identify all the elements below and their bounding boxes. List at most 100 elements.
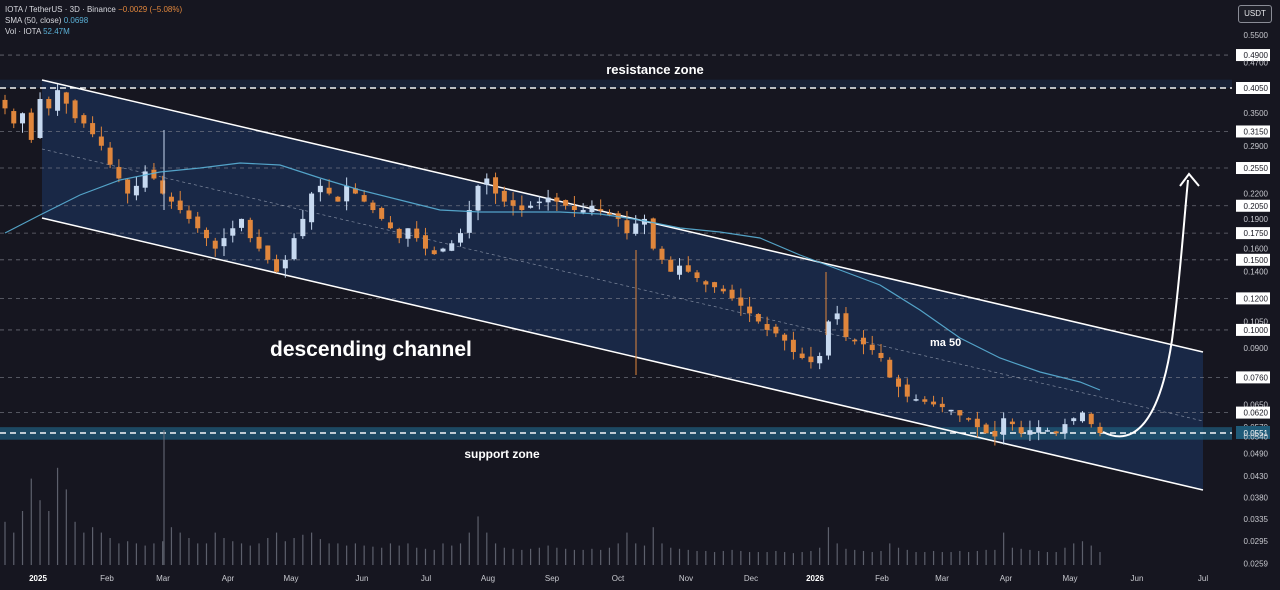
time-axis-label: Jul <box>421 574 431 583</box>
candle-body <box>650 218 656 249</box>
level-price-tag <box>1236 371 1270 384</box>
candle-body <box>668 259 674 272</box>
currency-button[interactable]: USDT <box>1238 5 1272 23</box>
price-axis-label: 0.4050 <box>1244 84 1269 93</box>
support-zone-label: support zone <box>464 447 540 461</box>
price-axis-label: 0.1400 <box>1244 268 1269 277</box>
candle-body <box>177 200 183 211</box>
time-axis-label: Feb <box>875 574 889 583</box>
candle-body <box>790 339 796 353</box>
candle-body <box>510 200 516 206</box>
candle-body <box>536 201 542 204</box>
price-axis-label: 0.0650 <box>1244 400 1269 409</box>
candle-body <box>151 169 157 179</box>
candle-body <box>948 409 954 412</box>
candle-body <box>300 218 306 237</box>
current-price-tag <box>1236 426 1270 439</box>
candle-body <box>720 288 726 292</box>
time-axis-label: Oct <box>612 574 625 583</box>
candle-body <box>212 240 218 249</box>
price-axis-label: 0.1600 <box>1244 245 1269 254</box>
price-axis-label: 0.2050 <box>1244 202 1269 211</box>
candle-body <box>440 248 446 252</box>
time-axis-label: Feb <box>100 574 114 583</box>
candle-body <box>11 111 17 124</box>
ma-label: ma 50 <box>930 337 961 349</box>
candle-body <box>387 222 393 229</box>
candle-body <box>230 228 236 236</box>
candle-body <box>309 193 315 223</box>
candle-body <box>869 344 875 351</box>
candle-body <box>817 356 823 364</box>
time-axis-label: Sep <box>545 574 560 583</box>
candle-body <box>685 265 691 272</box>
candle-body <box>396 228 402 239</box>
candle-body <box>641 218 647 225</box>
candle-body <box>291 238 297 260</box>
candle-body <box>431 250 437 255</box>
candle-body <box>633 223 639 234</box>
candle-body <box>528 205 534 208</box>
candle-body <box>2 99 8 109</box>
price-axis-label: 0.1200 <box>1244 294 1269 303</box>
candle-body <box>370 202 376 211</box>
candle-body <box>90 123 96 135</box>
level-price-tag <box>1236 199 1270 212</box>
candle-body <box>98 136 104 146</box>
time-axis-label: Apr <box>222 574 235 583</box>
candle-body <box>606 213 612 215</box>
time-axis-label: 2025 <box>29 574 47 583</box>
candle-body <box>554 197 560 202</box>
candle-body <box>624 220 630 234</box>
level-price-tag <box>1236 227 1270 240</box>
candle-body <box>1053 431 1059 434</box>
price-axis-label: 0.0295 <box>1244 537 1269 546</box>
candle-body <box>458 233 464 243</box>
candle-body <box>957 410 963 416</box>
candle-body <box>28 112 34 140</box>
candle-body <box>344 185 350 202</box>
candle-body <box>81 115 87 124</box>
time-axis-label: Jun <box>1131 574 1144 583</box>
price-axis-label: 0.2200 <box>1244 190 1269 199</box>
candle-body <box>160 180 166 194</box>
channel-lower-line <box>41 217 1204 491</box>
price-axis-label: 0.0620 <box>1244 409 1269 418</box>
candle-body <box>1036 427 1042 433</box>
candle-body <box>1044 430 1050 432</box>
candle-body <box>107 147 113 165</box>
time-axis-label: May <box>1062 574 1077 583</box>
candle-body <box>966 418 972 420</box>
candle-body <box>1079 412 1085 422</box>
candle-body <box>939 403 945 408</box>
candle-body <box>545 197 551 203</box>
level-price-tag <box>1236 406 1270 419</box>
legend-sma-label: SMA (50, close) <box>5 16 62 25</box>
candle-body <box>335 196 341 202</box>
price-axis-label: 0.1750 <box>1244 229 1269 238</box>
candle-body <box>834 313 840 320</box>
price-axis-label: 0.0380 <box>1244 493 1269 502</box>
price-axis-label: 0.0900 <box>1244 344 1269 353</box>
price-axis-label: 0.3150 <box>1244 127 1269 136</box>
price-axis-label: 0.0760 <box>1244 373 1269 382</box>
time-axis-label: Mar <box>935 574 949 583</box>
candle-body <box>571 205 577 211</box>
price-axis-label: 0.1500 <box>1244 256 1269 265</box>
candle-body <box>142 171 148 188</box>
level-price-tag <box>1236 49 1270 62</box>
candle-body <box>484 178 490 185</box>
level-price-tag <box>1236 292 1270 305</box>
candle-body <box>493 177 499 194</box>
level-price-tag <box>1236 323 1270 336</box>
candle-body <box>1071 418 1077 422</box>
price-axis-label: 0.5500 <box>1244 31 1269 40</box>
candle-body <box>974 418 980 428</box>
candle-body <box>992 430 998 437</box>
resistance-zone-band <box>0 79 1232 88</box>
legend-vol-label: Vol · IOTA <box>5 27 41 36</box>
candle-body <box>414 228 420 239</box>
time-axis-label: 2026 <box>806 574 824 583</box>
time-axis-label: Jul <box>1198 574 1208 583</box>
